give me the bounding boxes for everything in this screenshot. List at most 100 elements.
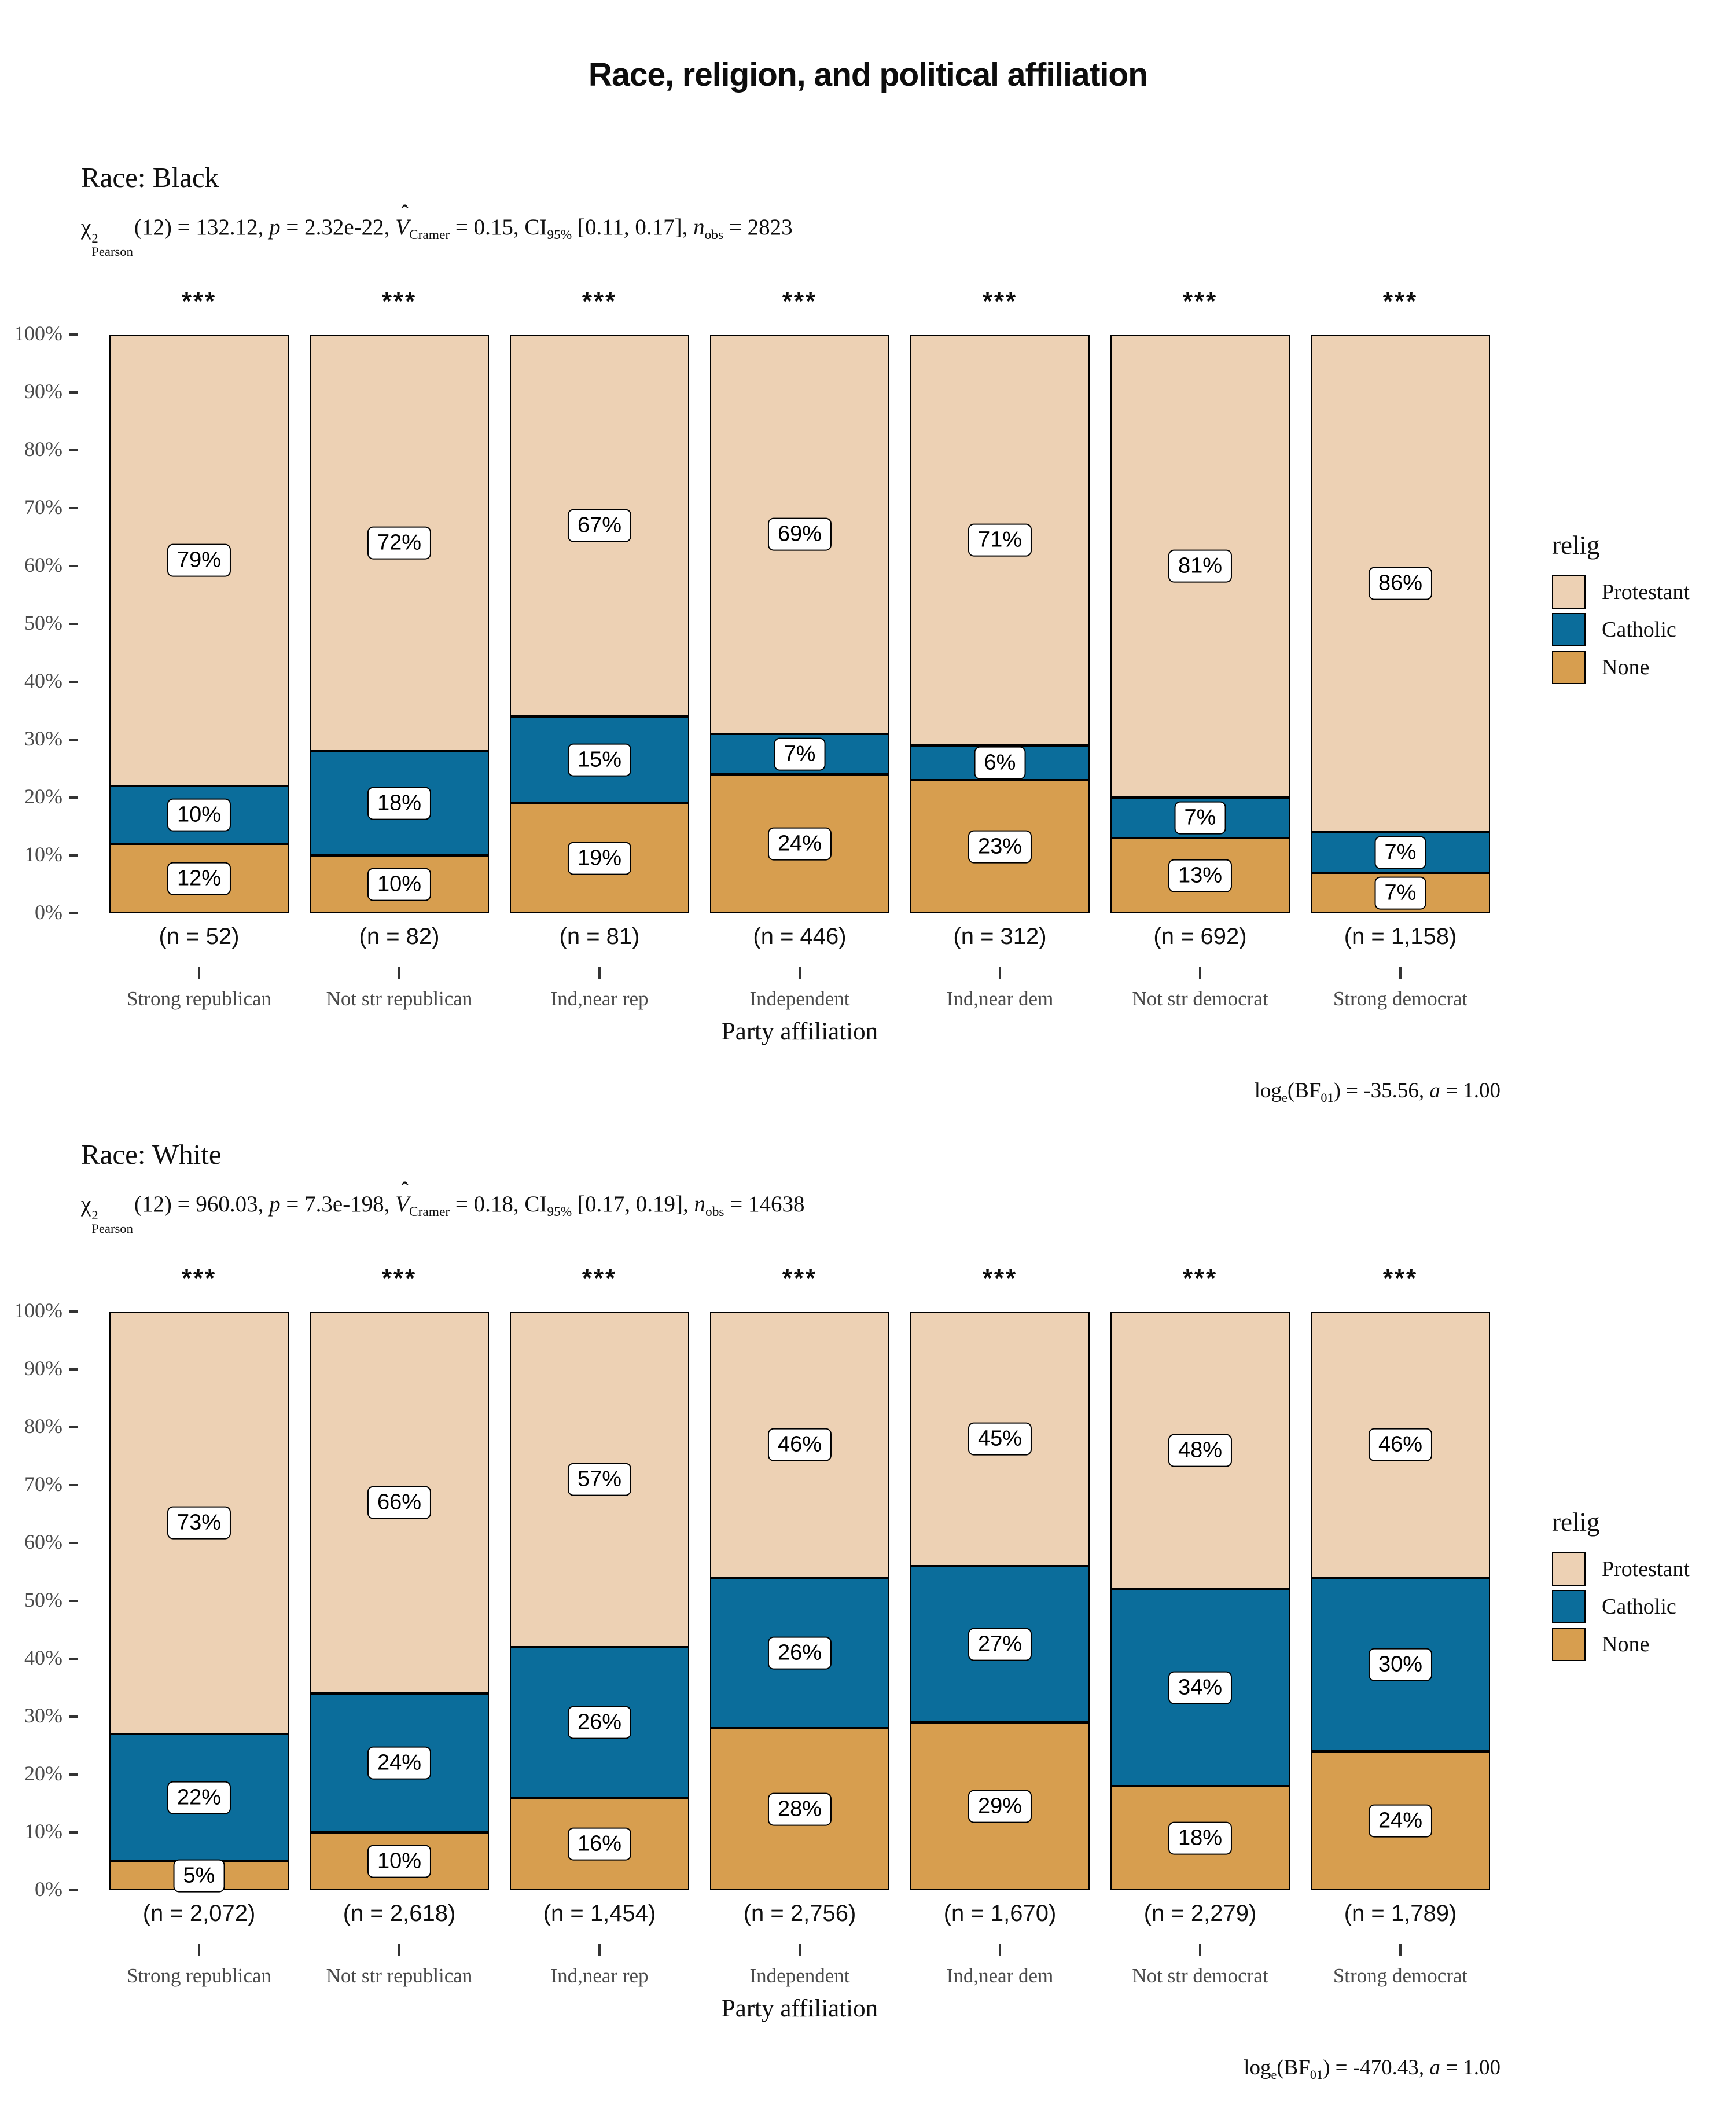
y-axis-tick-mark	[69, 623, 78, 625]
y-axis-tick-mark	[69, 1889, 78, 1891]
x-axis-tick-mark	[799, 1944, 801, 1956]
y-axis-tick-mark	[69, 912, 78, 914]
legend-item: Catholic	[1552, 1590, 1690, 1623]
x-axis-tick-mark	[1399, 967, 1402, 979]
hat-icon: ˆ	[401, 1178, 409, 1203]
x-axis-tick-mark	[398, 1944, 400, 1956]
x-axis-tick-mark	[1199, 1944, 1201, 1956]
y-axis-tick-mark	[69, 507, 78, 509]
y-axis-tick-mark	[69, 1426, 78, 1428]
x-axis-category-label: Not str democrat	[1132, 1964, 1268, 1987]
legend-item-label: Catholic	[1602, 1595, 1676, 1619]
percent-label-protestant: 67%	[567, 509, 632, 542]
significance-stars: ***	[582, 287, 617, 315]
y-axis-tick-label: 100%	[14, 1299, 62, 1322]
stat-subscript: Cramer	[409, 1204, 450, 1220]
bar-segment-catholic	[109, 786, 289, 844]
bayes-factor-caption: loge(BF01) = -470.43, a = 1.00	[1244, 2055, 1500, 2082]
y-axis-tick-label: 30%	[24, 727, 62, 750]
stat-text: (BF	[1277, 2056, 1310, 2080]
stat-variable: a	[1429, 2056, 1440, 2080]
percent-label-none: 24%	[767, 827, 832, 861]
stat-symbol: χ	[81, 1192, 91, 1217]
y-axis-tick-mark	[69, 1484, 78, 1486]
legend-swatch-protestant	[1552, 1552, 1586, 1586]
x-axis-tick-mark	[999, 1944, 1001, 1956]
y-axis-tick-mark	[69, 1831, 78, 1834]
percent-label-protestant: 81%	[1168, 549, 1233, 583]
legend-swatch-protestant	[1552, 575, 1586, 609]
stat-subscript: e	[1271, 2067, 1277, 2082]
significance-stars: ***	[381, 1264, 417, 1292]
x-axis-tick-mark	[1199, 967, 1201, 979]
legend-title: relig	[1552, 1508, 1600, 1537]
percent-label-none: 29%	[968, 1790, 1032, 1823]
y-axis-tick-label: 0%	[35, 901, 62, 924]
x-axis-title: Party affiliation	[721, 1995, 878, 2022]
percent-label-catholic: 26%	[567, 1706, 632, 1739]
y-axis-tick-mark	[69, 1773, 78, 1776]
percent-label-catholic: 15%	[567, 743, 632, 777]
stat-subscript: 95%	[547, 227, 572, 243]
stat-subscript: obs	[704, 227, 724, 243]
x-axis-category-label: Ind,near dem	[946, 987, 1054, 1010]
x-axis-tick-mark	[799, 967, 801, 979]
stat-text: = 7.3e-198,	[280, 1192, 396, 1217]
stat-text: log	[1244, 2056, 1271, 2080]
stat-text: = 0.18, CI	[450, 1192, 547, 1217]
stat-subscript: Cramer	[409, 227, 450, 243]
stat-subscript: 01	[1310, 2067, 1323, 2082]
x-axis-tick-mark	[598, 967, 601, 979]
legend-item: Protestant	[1552, 575, 1690, 609]
percent-label-none: 23%	[968, 830, 1032, 864]
panel-race-black: Race: Black χ 2 Pearson (12) = 132.12, p = 2…	[0, 161, 1736, 1139]
stat-text: (12) = 132.12,	[134, 215, 270, 240]
x-axis-category-label: Not str republican	[326, 987, 473, 1010]
stat-text: (12) = 960.03,	[134, 1192, 270, 1217]
significance-stars: ***	[582, 1264, 617, 1292]
percent-label-protestant: 72%	[367, 526, 432, 560]
y-axis-tick-label: 60%	[24, 553, 62, 576]
stat-supsub: 2 Pearson	[91, 232, 133, 258]
x-axis-category-label: Independent	[749, 987, 850, 1010]
y-axis-tick-label: 100%	[14, 322, 62, 345]
y-axis-tick-label: 20%	[24, 1762, 62, 1785]
stat-variable: n	[694, 1192, 706, 1217]
stat-superscript: 2	[91, 1208, 98, 1223]
sample-size-label: (n = 81)	[559, 924, 640, 949]
x-axis-category-label: Strong democrat	[1333, 987, 1468, 1010]
stat-symbol: χ	[81, 215, 91, 240]
stat-subscript: Pearson	[91, 244, 133, 259]
stat-text: log	[1254, 1079, 1282, 1103]
sample-size-label: (n = 1,158)	[1344, 924, 1457, 949]
y-axis-tick-mark	[69, 681, 78, 683]
percent-label-none: 12%	[167, 862, 231, 895]
significance-stars: ***	[782, 1264, 818, 1292]
y-axis-tick-label: 70%	[24, 1472, 62, 1496]
percent-label-protestant: 46%	[1368, 1428, 1433, 1461]
y-axis-tick-label: 50%	[24, 1588, 62, 1611]
y-axis-tick-mark	[69, 1542, 78, 1544]
percent-label-none: 28%	[767, 1792, 832, 1826]
sample-size-label: (n = 52)	[159, 924, 240, 949]
panel-race-white: Race: White χ 2 Pearson (12) = 960.03, p = 7…	[0, 1138, 1736, 2116]
sample-size-label: (n = 2,279)	[1143, 1901, 1257, 1926]
stat-text: ) = -470.43,	[1323, 2056, 1430, 2080]
x-axis-tick-mark	[398, 967, 400, 979]
percent-label-none: 19%	[567, 842, 632, 875]
y-axis-tick-label: 40%	[24, 1646, 62, 1669]
significance-stars: ***	[1182, 1264, 1218, 1292]
facet-subtitle: Race: White	[81, 1138, 222, 1170]
y-axis-tick-label: 30%	[24, 1704, 62, 1727]
y-axis-tick-label: 40%	[24, 669, 62, 692]
percent-label-catholic: 27%	[968, 1628, 1032, 1661]
x-axis-category-label: Ind,near rep	[550, 1964, 649, 1987]
legend-item-label: Protestant	[1602, 1557, 1690, 1581]
percent-label-protestant: 69%	[767, 517, 832, 551]
y-axis-tick-mark	[69, 1310, 78, 1313]
x-axis-category-label: Strong republican	[127, 987, 271, 1010]
stat-text: = 0.15, CI	[450, 215, 547, 240]
